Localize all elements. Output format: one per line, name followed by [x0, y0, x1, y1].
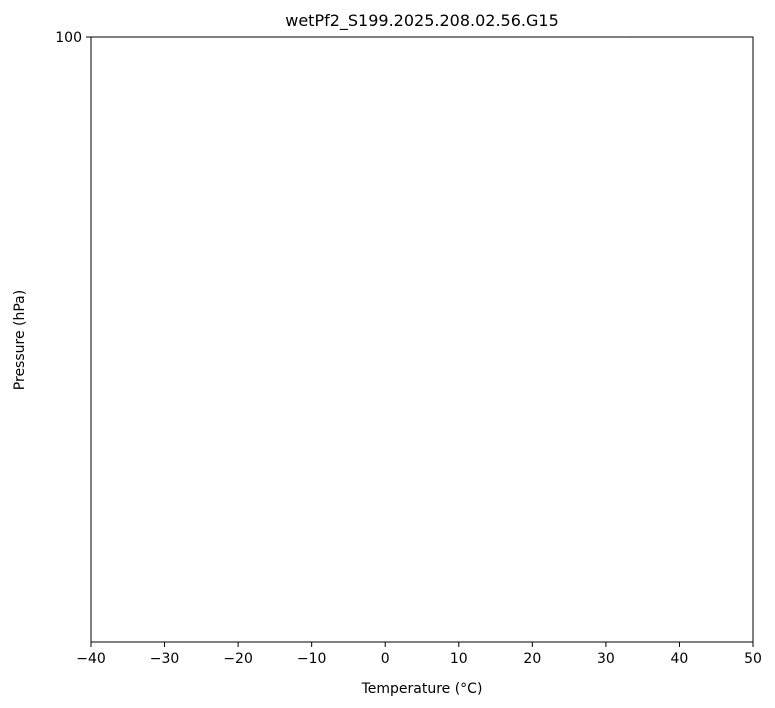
x-axis-label: Temperature (°C): [361, 681, 483, 697]
x-tick-label: 20: [523, 651, 541, 667]
y-axis-label: Pressure (hPa): [12, 290, 28, 390]
plot-frame: [90, 36, 754, 643]
y-axis: 1002003004005006007008009001000: [55, 30, 91, 46]
x-tick-label: 10: [450, 651, 468, 667]
x-tick-label: 0: [381, 651, 390, 667]
x-tick-label: 30: [597, 651, 615, 667]
x-axis: −40 −30 −20 −10 0 10 20 30 40 50: [76, 642, 762, 667]
plot-background: [91, 37, 753, 642]
chart-title: wetPf2_S199.2025.208.02.56.G15: [285, 11, 559, 31]
x-tick-label: −20: [223, 651, 253, 667]
x-tick-label: −40: [76, 651, 106, 667]
x-tick-label: −10: [297, 651, 327, 667]
x-tick-label: 50: [744, 651, 762, 667]
x-tick-label: −30: [150, 651, 180, 667]
y-tick-label: 100: [55, 30, 82, 46]
x-tick-label: 40: [671, 651, 689, 667]
